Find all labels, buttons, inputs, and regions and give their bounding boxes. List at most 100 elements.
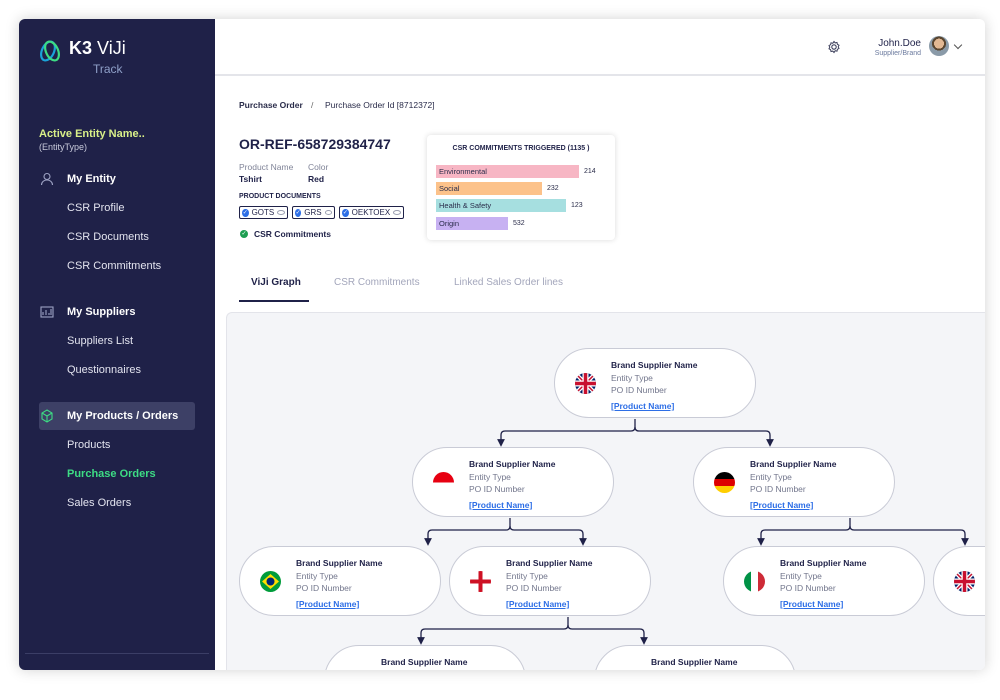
- supplier-name: Brand Supplier Name: [611, 360, 698, 370]
- product-link[interactable]: [Product Name]: [780, 599, 844, 609]
- logo-brand: K3: [69, 38, 93, 58]
- doc-chip-gots[interactable]: ✓ GOTS: [239, 206, 288, 219]
- logo-product: ViJi: [97, 38, 126, 58]
- graph-node[interactable]: Brand Supplier Name Entity Type PO ID Nu…: [554, 348, 756, 418]
- color-label: Color: [308, 162, 329, 172]
- csr-bar-value: 232: [547, 185, 559, 192]
- nav-section-highlight: [39, 402, 195, 430]
- eye-icon[interactable]: [393, 210, 401, 215]
- csr-bar-environmental[interactable]: Environmental: [436, 165, 579, 178]
- box-icon: [39, 408, 55, 424]
- supplier-name: Brand Supplier Name: [506, 558, 593, 568]
- entity-type: Entity Type: [750, 472, 792, 482]
- nav-item-questionnaires[interactable]: Questionnaires: [67, 364, 141, 376]
- nav-item-csr-profile[interactable]: CSR Profile: [67, 202, 125, 214]
- entity-type: Entity Type: [506, 571, 548, 581]
- po-id: PO ID Number: [506, 583, 562, 593]
- breadcrumb-separator: /: [311, 100, 314, 110]
- nav-item-purchase-orders[interactable]: Purchase Orders: [67, 468, 156, 480]
- nav-section-label: My Suppliers: [67, 306, 136, 318]
- entity-type: Entity Type: [780, 571, 822, 581]
- csr-commitments-card: CSR COMMITMENTS TRIGGERED (1135 ) Enviro…: [427, 135, 615, 240]
- supplier-name: Brand Supplier Name: [780, 558, 867, 568]
- active-entity-type: (EntityType): [39, 142, 88, 152]
- supplier-name: Brand Supplier Name: [296, 558, 383, 568]
- product-link[interactable]: [Product Name]: [296, 599, 360, 609]
- italy-flag-icon: [744, 571, 765, 592]
- uk-flag-icon: [575, 373, 596, 394]
- gear-icon[interactable]: [827, 40, 841, 54]
- graph-node[interactable]: Brand Supplier Name: [324, 645, 526, 670]
- csr-bar-social[interactable]: Social: [436, 182, 542, 195]
- graph-node[interactable]: Brand Supplier Name Entity Type PO ID Nu…: [412, 447, 614, 517]
- nav-item-suppliers-list[interactable]: Suppliers List: [67, 335, 134, 347]
- sidebar: K3 ViJi Track Active Entity Name.. (Enti…: [19, 19, 215, 670]
- csr-bar-origin[interactable]: Origin: [436, 217, 508, 230]
- logo[interactable]: K3 ViJi: [37, 37, 126, 65]
- product-link[interactable]: [Product Name]: [469, 500, 533, 510]
- user-icon: [39, 171, 55, 187]
- top-header: John.Doe Supplier/Brand: [215, 19, 985, 76]
- csr-commitments-status[interactable]: ✓ CSR Commitments: [240, 229, 331, 239]
- graph-node[interactable]: Brand Supplier Name: [594, 645, 796, 670]
- tab-linked-sales-order-lines[interactable]: Linked Sales Order lines: [454, 277, 563, 288]
- entity-type: Entity Type: [611, 373, 653, 383]
- nav-item-products[interactable]: Products: [67, 439, 111, 451]
- breadcrumb-current: Purchase Order Id [8712372]: [325, 100, 435, 110]
- csr-commitments-label: CSR Commitments: [254, 229, 331, 239]
- nav-section-my-suppliers[interactable]: My Suppliers: [39, 304, 135, 320]
- brazil-flag-icon: [260, 571, 281, 592]
- nav-item-csr-documents[interactable]: CSR Documents: [67, 231, 149, 243]
- po-id: PO ID Number: [611, 385, 667, 395]
- logo-icon: [37, 37, 65, 65]
- graph-node[interactable]: [933, 546, 985, 616]
- eye-icon[interactable]: [324, 210, 332, 215]
- csr-bar-value: 123: [571, 202, 583, 209]
- po-id: PO ID Number: [780, 583, 836, 593]
- breadcrumb-root[interactable]: Purchase Order: [239, 100, 303, 110]
- csr-bar-health-safety[interactable]: Health & Safety: [436, 199, 566, 212]
- doc-chip-grs[interactable]: ✓ GRS: [292, 206, 335, 219]
- chevron-down-icon[interactable]: [953, 40, 963, 50]
- supplier-name: Brand Supplier Name: [469, 459, 556, 469]
- graph-node[interactable]: Brand Supplier Name Entity Type PO ID Nu…: [693, 447, 895, 517]
- nav-section-label: My Products / Orders: [67, 410, 179, 422]
- po-id: PO ID Number: [296, 583, 352, 593]
- uk-flag-icon: [954, 571, 975, 592]
- chart-icon: [39, 304, 55, 320]
- check-icon: ✓: [242, 208, 249, 217]
- doc-chip-oektoex[interactable]: ✓ OEKTOEX: [339, 206, 404, 219]
- nav-section-my-products-orders[interactable]: My Products / Orders: [39, 408, 178, 424]
- app-window: K3 ViJi Track Active Entity Name.. (Enti…: [19, 19, 985, 670]
- page-title: OR-REF-658729384747: [239, 136, 391, 152]
- product-name-label: Product Name: [239, 162, 294, 172]
- user-role: Supplier/Brand: [874, 50, 921, 57]
- check-circle-icon: ✓: [240, 230, 248, 238]
- csr-bar-value: 214: [584, 168, 596, 175]
- nav-section-my-entity[interactable]: My Entity: [39, 171, 116, 187]
- active-entity-name[interactable]: Active Entity Name..: [39, 128, 145, 140]
- graph-node[interactable]: Brand Supplier Name Entity Type PO ID Nu…: [723, 546, 925, 616]
- indonesia-flag-icon: [433, 472, 454, 493]
- nav-item-sales-orders[interactable]: Sales Orders: [67, 497, 132, 509]
- user-name[interactable]: John.Doe: [878, 38, 921, 49]
- product-documents-label: PRODUCT DOCUMENTS: [239, 193, 321, 200]
- tab-csr-commitments[interactable]: CSR Commitments: [334, 277, 420, 288]
- logo-subtitle: Track: [93, 62, 123, 76]
- product-link[interactable]: [Product Name]: [611, 401, 675, 411]
- eye-icon[interactable]: [277, 210, 285, 215]
- nav-item-csr-commitments[interactable]: CSR Commitments: [67, 260, 162, 272]
- graph-node[interactable]: Brand Supplier Name Entity Type PO ID Nu…: [449, 546, 651, 616]
- product-link[interactable]: [Product Name]: [506, 599, 570, 609]
- graph-connectors: [417, 419, 969, 645]
- supplier-name: Brand Supplier Name: [750, 459, 837, 469]
- tab-viji-graph[interactable]: ViJi Graph: [251, 277, 301, 288]
- sidebar-divider: [25, 653, 209, 654]
- check-icon: ✓: [342, 208, 349, 217]
- graph-node[interactable]: Brand Supplier Name Entity Type PO ID Nu…: [239, 546, 441, 616]
- color-value: Red: [308, 174, 325, 184]
- product-link[interactable]: [Product Name]: [750, 500, 814, 510]
- avatar[interactable]: [929, 36, 949, 56]
- active-tab-indicator: [239, 300, 309, 302]
- england-flag-icon: [470, 571, 491, 592]
